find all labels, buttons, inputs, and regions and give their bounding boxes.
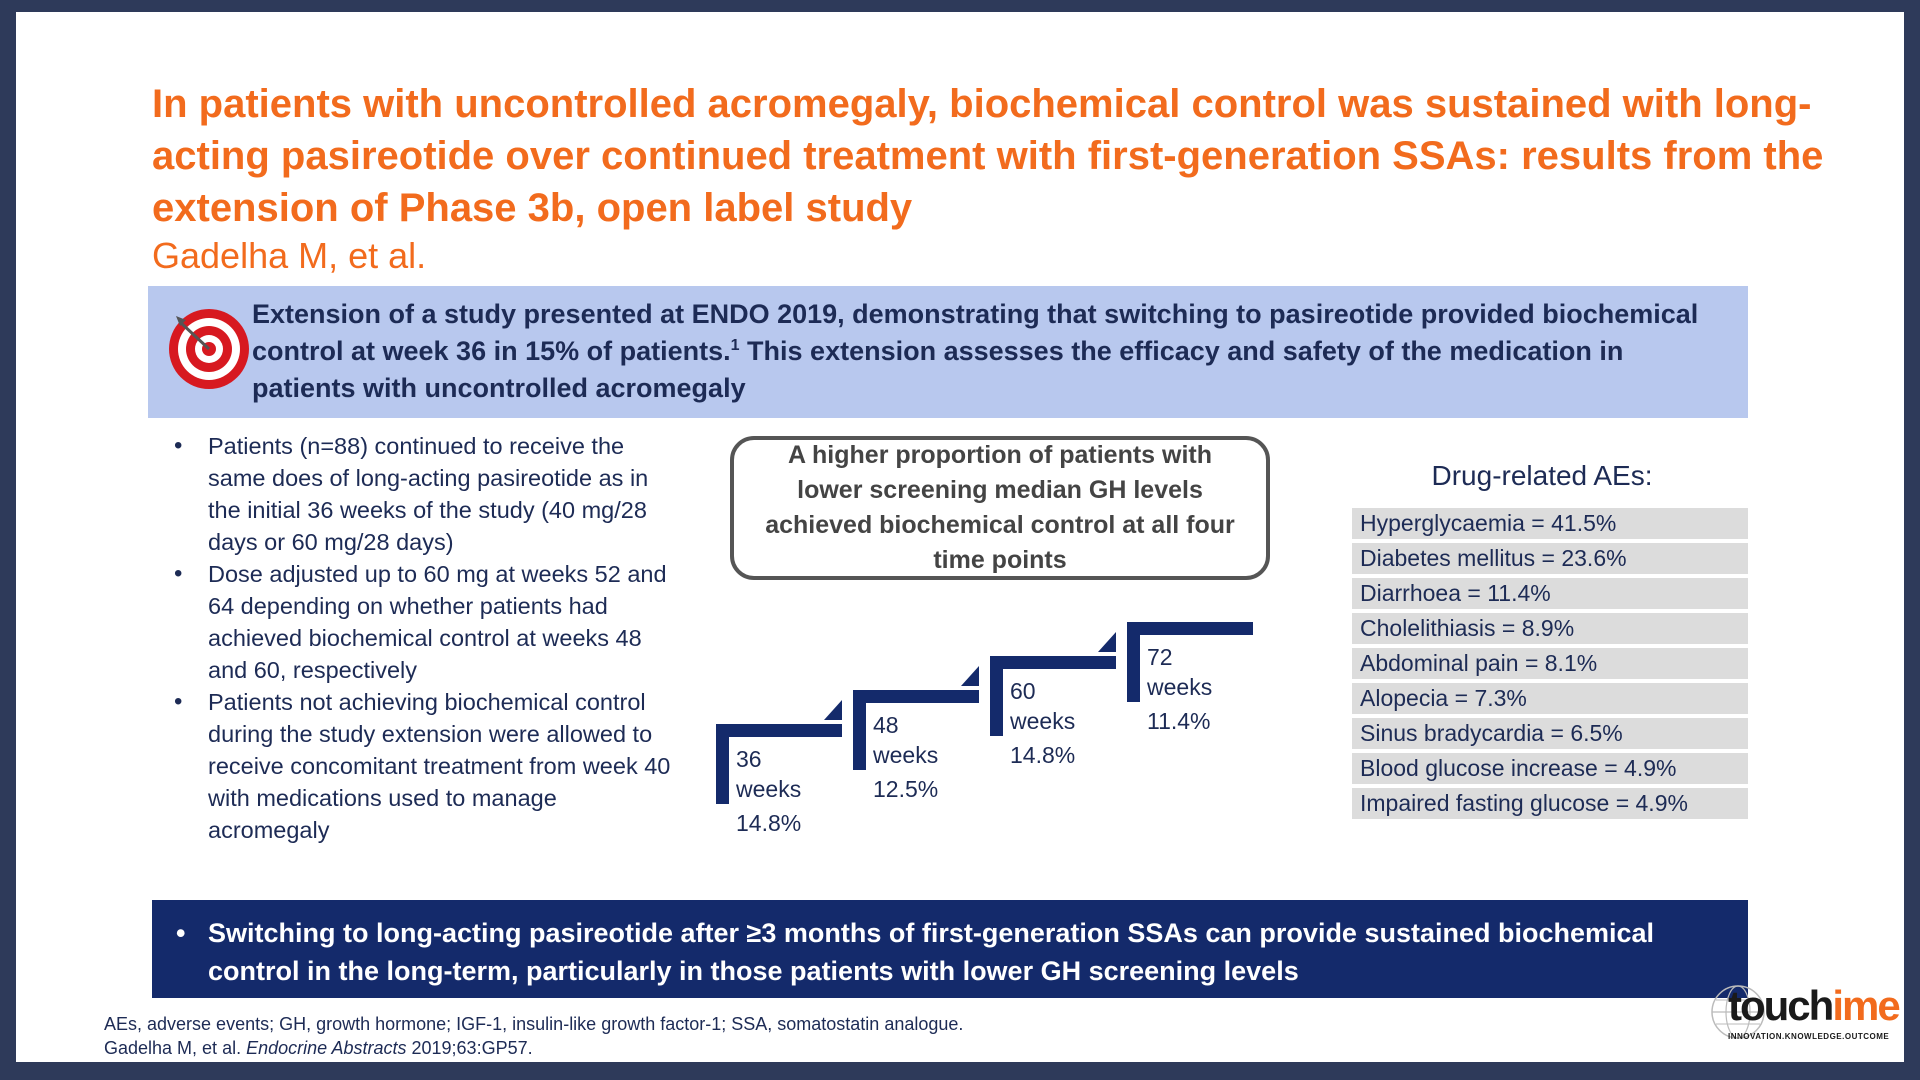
list-item: Hyperglycaemia = 41.5% xyxy=(1352,508,1748,539)
method-bullets: Patients (n=88) continued to receive the… xyxy=(172,430,672,846)
intro-text: Extension of a study presented at ENDO 2… xyxy=(252,299,1699,403)
footnote: AEs, adverse events; GH, growth hormone;… xyxy=(104,1014,964,1058)
list-item: Blood glucose increase = 4.9% xyxy=(1352,753,1748,784)
ae-list: Hyperglycaemia = 41.5% Diabetes mellitus… xyxy=(1352,508,1748,823)
callout-box: A higher proportion of patients with low… xyxy=(730,436,1270,580)
timepoint-stairs: 36 weeks 14.8% 48 weeks 12.5% 60 weeks 14.8% 7… xyxy=(716,602,1316,862)
logo-tagline: INNOVATION.KNOWLEDGE.OUTCOME xyxy=(1728,1032,1890,1041)
target-icon xyxy=(169,309,249,389)
list-item: Patients not achieving biochemical contr… xyxy=(172,686,672,846)
step-label-60: 60 weeks 14.8% xyxy=(1010,678,1076,768)
list-item: Impaired fasting glucose = 4.9% xyxy=(1352,788,1748,819)
list-item: Alopecia = 7.3% xyxy=(1352,683,1748,714)
logo-wordmark: touchime xyxy=(1728,982,1901,1029)
list-item: Sinus bradycardia = 6.5% xyxy=(1352,718,1748,749)
step-48-weeks xyxy=(853,666,979,770)
list-item: Abdominal pain = 8.1% xyxy=(1352,648,1748,679)
slide-title: In patients with uncontrolled acromegaly… xyxy=(152,82,1824,230)
step-60-weeks xyxy=(990,632,1116,736)
list-item: Cholelithiasis = 8.9% xyxy=(1352,613,1748,644)
author-line: Gadelha M, et al. xyxy=(152,235,427,276)
conclusion-text: Switching to long-acting pasireotide aft… xyxy=(176,914,1728,990)
ae-title: Drug-related AEs: xyxy=(1431,460,1653,491)
list-item: Diabetes mellitus = 23.6% xyxy=(1352,543,1748,574)
conclusion-banner: Switching to long-acting pasireotide aft… xyxy=(152,900,1748,998)
step-label-48: 48 weeks 12.5% xyxy=(873,712,939,802)
step-72-weeks xyxy=(1127,622,1253,702)
intro-banner: Extension of a study presented at ENDO 2… xyxy=(148,286,1748,418)
step-label-36: 36 weeks 14.8% xyxy=(736,746,802,836)
globe-icon xyxy=(1711,985,1765,1039)
list-item: Patients (n=88) continued to receive the… xyxy=(172,430,672,558)
slide: In patients with uncontrolled acromegaly… xyxy=(16,12,1904,1062)
list-item: Dose adjusted up to 60 mg at weeks 52 an… xyxy=(172,558,672,686)
touchime-logo: touchime INNOVATION.KNOWLEDGE.OUTCOME xyxy=(1708,982,1901,1058)
step-label-72: 72 weeks 11.4% xyxy=(1147,644,1213,734)
step-36-weeks xyxy=(716,700,842,804)
list-item: Diarrhoea = 11.4% xyxy=(1352,578,1748,609)
